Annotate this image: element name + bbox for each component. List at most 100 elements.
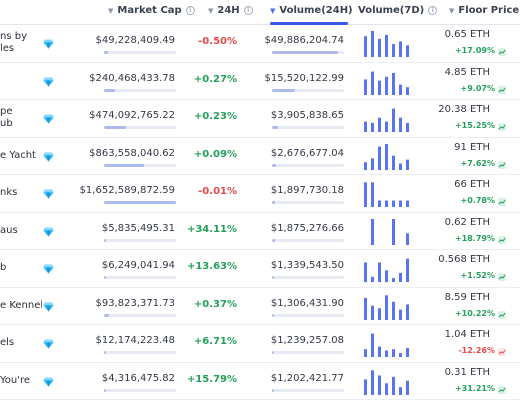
volume-bar: [272, 351, 344, 354]
volume-7d-column-header[interactable]: Volume(7D) i: [358, 5, 438, 16]
sort-arrow-icon: ▼: [108, 6, 114, 15]
floor-change-value: +0.78%: [460, 196, 495, 205]
table-row[interactable]: e Kennel $93,823,371.73 +0.37% $1,306,431.9…: [0, 288, 520, 325]
sparkline-bar: [364, 378, 367, 395]
sparkline-bar: [392, 200, 395, 207]
volume-7d-sparkline: [364, 258, 409, 282]
diamond-icon: [43, 39, 54, 49]
sparkline-bar: [371, 369, 374, 395]
trend-icon: [498, 160, 506, 169]
market-cap-value: $12,174,223.48: [95, 335, 175, 346]
floor-price-value: 8.59 ETH: [444, 291, 490, 303]
change-24h-value: +34.11%: [186, 223, 237, 235]
volume-bar: [272, 276, 344, 279]
volume-7d-header-label: Volume(7D): [358, 5, 425, 16]
floor-price-column-header[interactable]: ▼ Floor Price: [449, 5, 519, 16]
collection-name[interactable]: e Yacht: [0, 138, 42, 175]
market-cap-value: $5,835,495.31: [101, 222, 175, 234]
info-icon[interactable]: i: [185, 6, 195, 15]
floor-price-value: 66 ETH: [454, 179, 490, 190]
sparkline-bar: [385, 350, 388, 357]
change-24h-value: +0.23%: [193, 111, 237, 122]
volume-bar: [272, 51, 344, 54]
sparkline-bar: [378, 375, 381, 395]
table-row[interactable]: els $12,174,223.48 +6.71% $1,239,257.08 1.04…: [0, 325, 520, 363]
active-sort-underline: [270, 22, 348, 25]
sparkline-bar: [364, 182, 367, 207]
collection-name[interactable]: [0, 63, 42, 100]
diamond-icon: [43, 377, 54, 387]
volume-7d-sparkline: [364, 143, 409, 170]
volume-7d-sparkline: [364, 333, 409, 357]
sparkline-bar: [392, 301, 395, 320]
floor-change-value: +10.22%: [454, 308, 495, 318]
sparkline-bar: [399, 353, 402, 357]
market-cap-value: $863,558,040.62: [89, 147, 175, 159]
collection-name[interactable]: ns by les: [0, 25, 42, 62]
info-icon[interactable]: i: [243, 6, 253, 15]
market-cap-bar-fill: [104, 88, 115, 92]
volume-24h-value: $1,339,543.50: [270, 260, 344, 271]
collection-name[interactable]: e Kennel: [0, 288, 42, 325]
sparkline-bar: [406, 258, 409, 282]
change-24h-value: +0.37%: [193, 298, 237, 310]
market-cap-bar-fill: [104, 201, 176, 204]
sort-arrow-icon: ▼: [208, 6, 214, 15]
sparkline-bar: [406, 45, 409, 57]
trend-icon: [498, 273, 506, 281]
sparkline-bar: [399, 272, 402, 282]
sparkline-bar: [406, 159, 409, 170]
sparkline-bar: [378, 262, 381, 282]
sparkline-bar: [378, 346, 381, 357]
market-cap-bar: [104, 126, 176, 129]
info-icon[interactable]: i: [428, 6, 438, 15]
floor-price-value: 20.38 ETH: [438, 104, 490, 115]
table-row[interactable]: ns by les $49,228,409.49 -0.50% $49,886,204.…: [0, 25, 520, 63]
volume-24h-value: $15,520,122.99: [264, 72, 344, 84]
sparkline-bar: [364, 297, 367, 320]
collection-name-line: e Yacht: [0, 149, 36, 161]
table-row[interactable]: $240,468,433.78 +0.27% $15,520,122.99 4.85 …: [0, 63, 520, 100]
collection-name[interactable]: els: [0, 325, 42, 362]
table-row[interactable]: b $6,249,041.94 +13.63% $1,339,543.50 0.568 …: [0, 250, 520, 288]
market-cap-bar-fill: [104, 163, 144, 167]
floor-price-value: 91 ETH: [454, 141, 490, 153]
sparkline-bar: [364, 161, 367, 170]
collection-name[interactable]: b: [0, 250, 42, 287]
volume-24h-value: $1,875,276.66: [270, 222, 344, 234]
table-row[interactable]: pe ub $474,092,765.22 +0.23% $3,905,838.65 20…: [0, 100, 520, 138]
volume-24h-value: $1,239,257.08: [270, 335, 344, 346]
volume-7d-sparkline: [364, 71, 409, 95]
collection-name[interactable]: You're: [0, 363, 42, 400]
floor-change-value: +9.07%: [460, 83, 495, 93]
diamond-icon: [43, 227, 54, 237]
sparkline-bar: [392, 108, 395, 132]
sparkline-bar: [406, 86, 409, 95]
market-cap-value: $6,249,041.94: [101, 260, 175, 271]
collection-name[interactable]: nks: [0, 175, 42, 212]
sparkline-bar: [378, 80, 381, 95]
diamond-icon: [43, 152, 54, 162]
collection-name[interactable]: pe ub: [0, 100, 42, 137]
sparkline-bar: [385, 143, 388, 170]
volume-24h-value: $3,905,838.65: [270, 110, 344, 121]
collection-name-line: aus: [0, 224, 18, 236]
change-24h-value: -0.01%: [198, 186, 237, 197]
change-24h-column-header[interactable]: ▼ 24H i: [208, 5, 253, 16]
table-row[interactable]: e Yacht $863,558,040.62 +0.09% $2,676,677.0…: [0, 138, 520, 175]
table-row[interactable]: nks $1,652,589,872.59 -0.01% $1,897,730.18 6…: [0, 175, 520, 213]
volume-bar-fill: [272, 163, 277, 167]
collection-name-line: els: [0, 337, 15, 349]
sparkline-bar: [371, 71, 374, 95]
volume-24h-column-header[interactable]: ▼ Volume(24H): [270, 5, 353, 16]
floor-price-value: 0.31 ETH: [444, 366, 490, 378]
table-row[interactable]: aus $5,835,495.31 +34.11% $1,875,276.66 0.62…: [0, 213, 520, 250]
sparkline-bar: [378, 146, 381, 170]
volume-7d-sparkline: [364, 31, 409, 57]
collection-name[interactable]: aus: [0, 213, 42, 250]
floor-change-value: +17.09%: [454, 46, 495, 55]
floor-price-value: 0.65 ETH: [444, 29, 490, 40]
table-row[interactable]: You're $4,316,475.82 +15.79% $1,202,421.77 0…: [0, 363, 520, 400]
sparkline-bar: [392, 349, 395, 357]
market-cap-column-header[interactable]: ▼ Market Cap i: [108, 5, 195, 16]
